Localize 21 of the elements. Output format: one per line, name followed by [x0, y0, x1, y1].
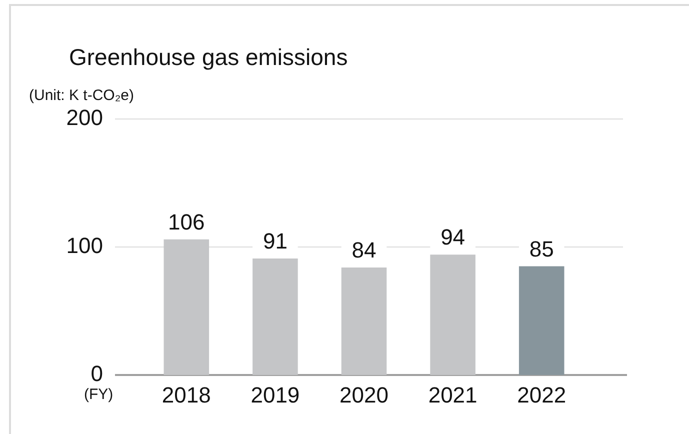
data-label: 91: [262, 228, 288, 254]
x-tick-label: 2021: [428, 382, 478, 408]
data-label: 94: [440, 224, 466, 250]
bar: [341, 267, 387, 375]
bar: [518, 266, 564, 375]
x-tick-label: 2022: [517, 382, 566, 408]
data-label: 84: [352, 238, 376, 263]
y-tick-label: 200: [66, 105, 103, 130]
data-label: 85: [529, 236, 554, 262]
x-axis-title: (FY): [84, 386, 114, 404]
bar: [164, 239, 210, 375]
x-tick-label: 2020: [340, 382, 388, 408]
y-tick-label: 100: [66, 233, 103, 258]
bar: [252, 258, 298, 375]
x-tick-label: 2019: [250, 382, 300, 408]
chart-title: Greenhouse gas emissions: [69, 44, 348, 70]
data-label: 106: [168, 209, 205, 234]
bar: [430, 254, 476, 375]
y-axis-title: (Unit: K t-CO₂e): [29, 87, 134, 104]
y-tick-label: 0: [90, 361, 103, 386]
x-tick-label: 2018: [162, 382, 211, 408]
